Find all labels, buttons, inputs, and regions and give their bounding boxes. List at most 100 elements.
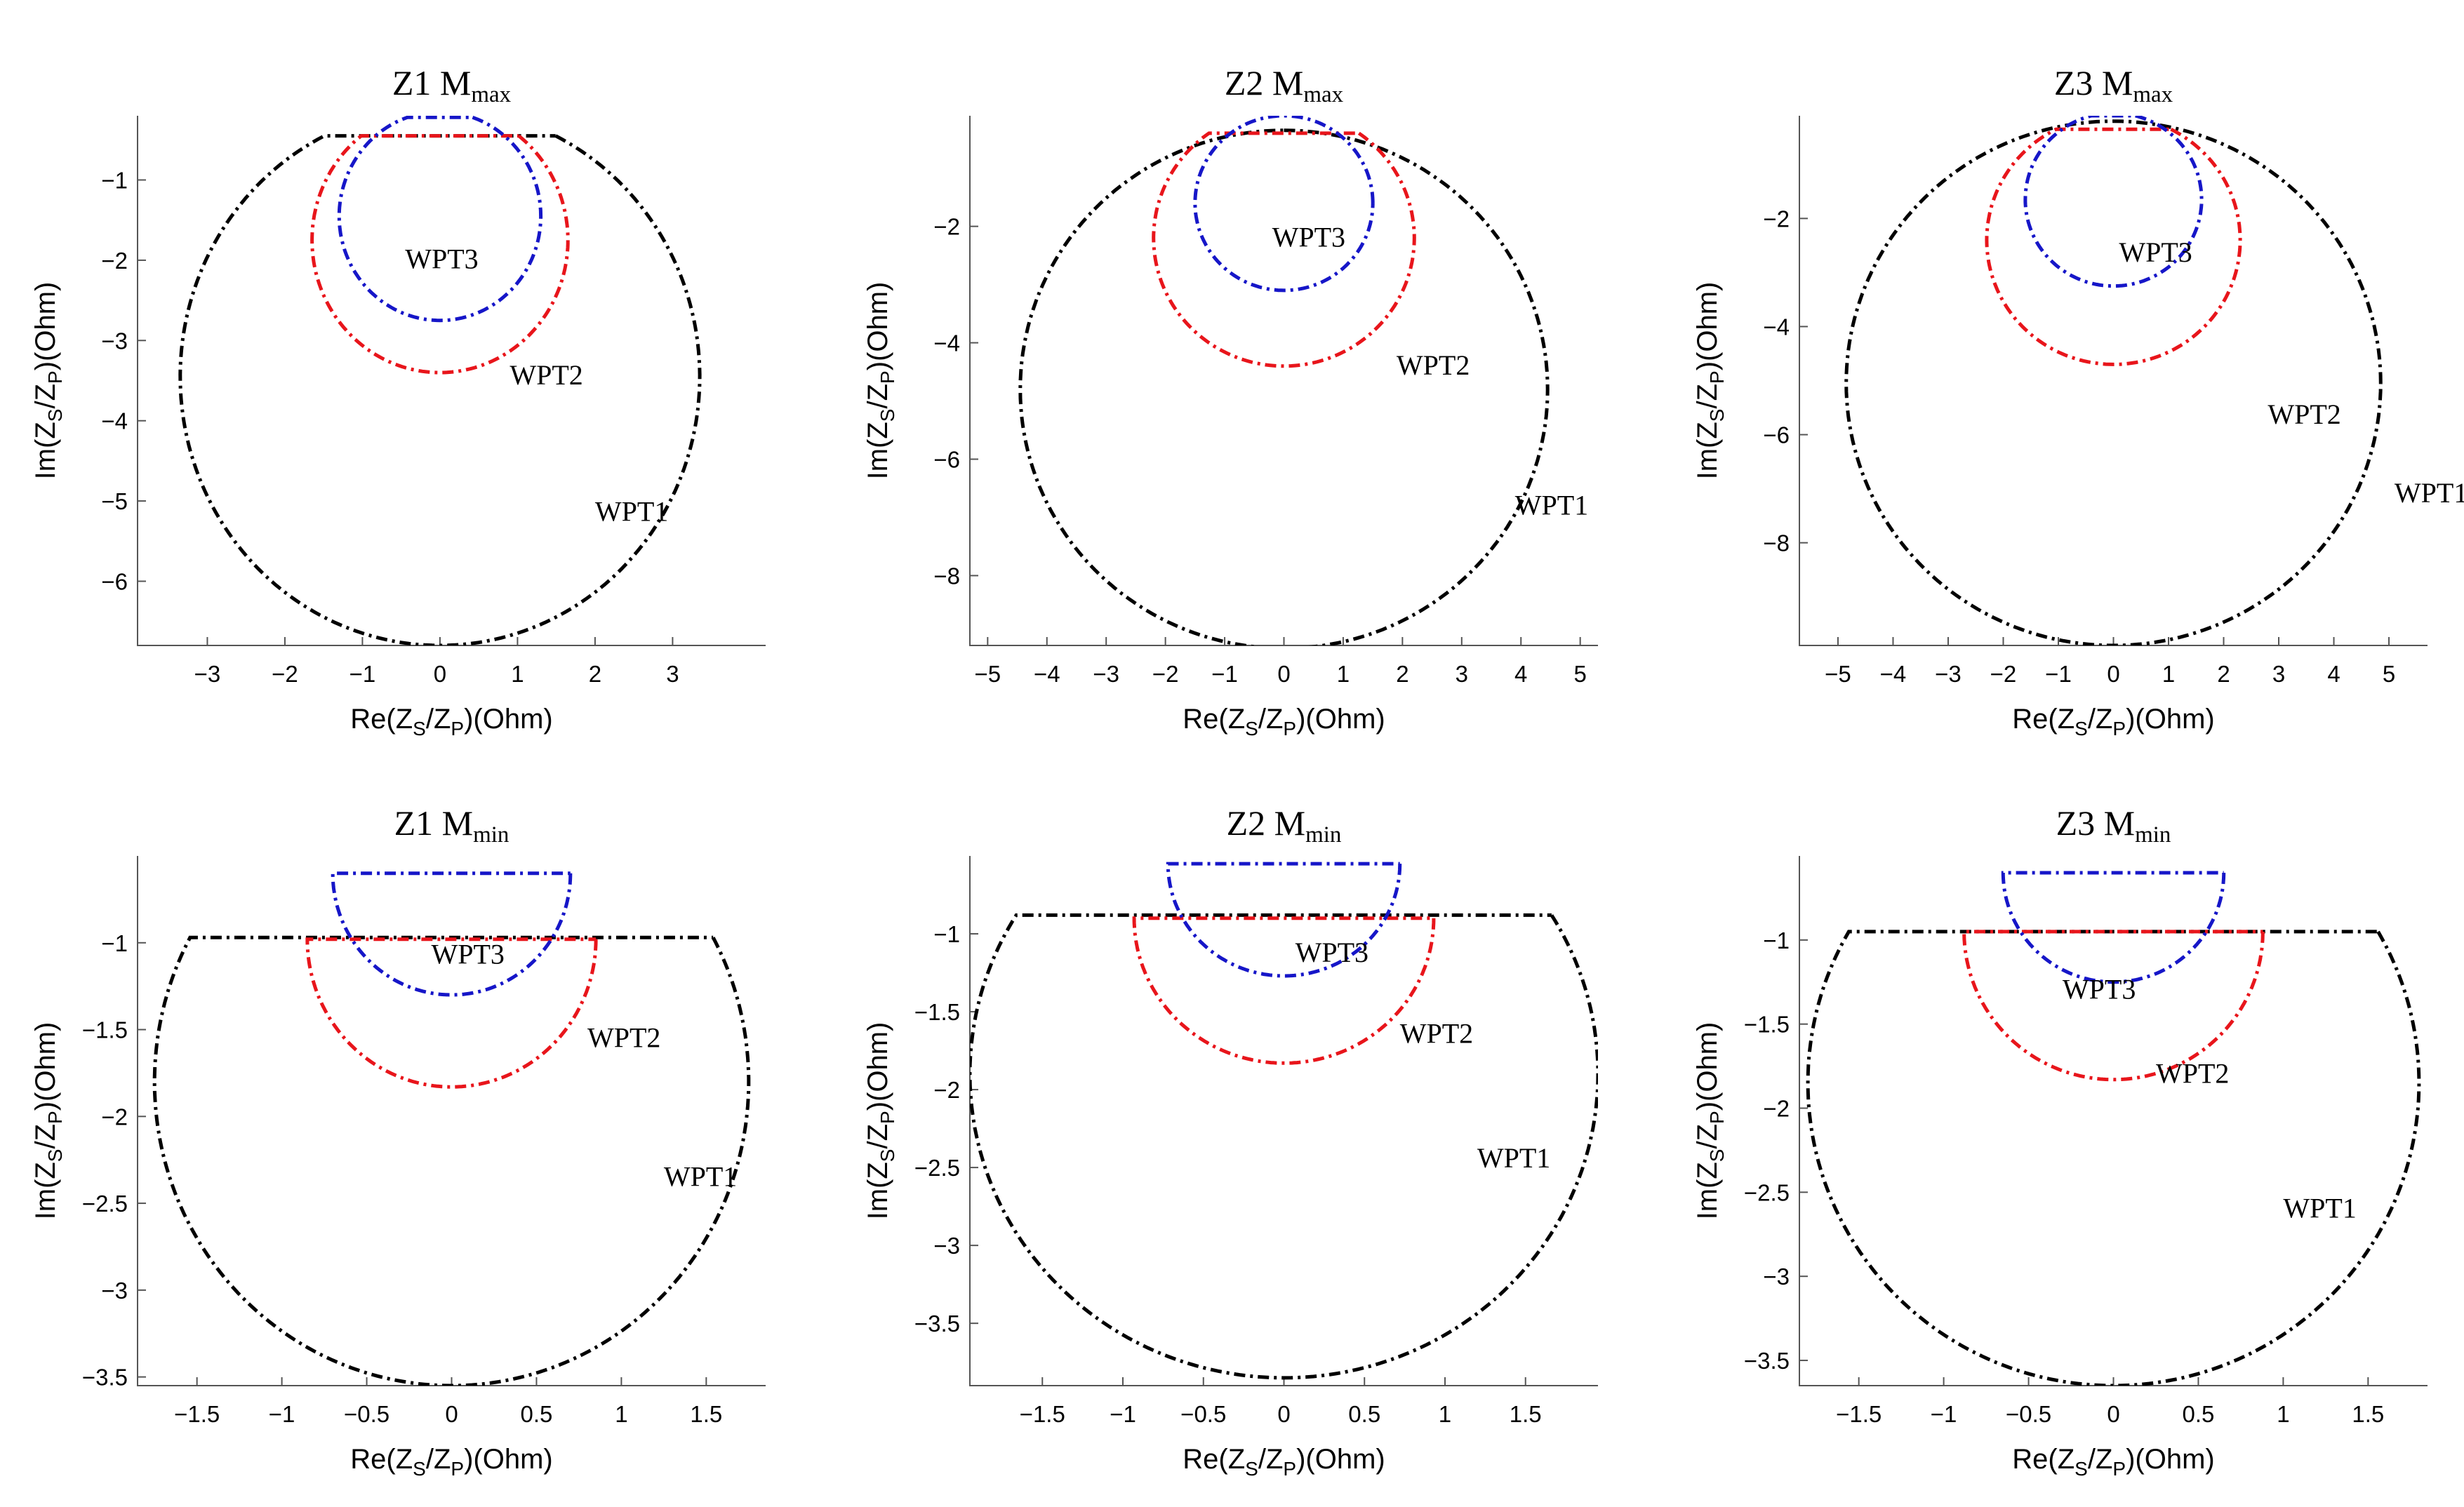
- panel-title: Z1 Mmax: [392, 63, 512, 107]
- series-curve-wpt1: [178, 134, 702, 645]
- y-tick-label: −1: [101, 930, 128, 956]
- x-tick-label: 0: [1277, 661, 1290, 687]
- x-tick-label: 2: [2217, 661, 2230, 687]
- y-tick-label: −6: [1763, 422, 1790, 448]
- x-tick-label: −3: [1093, 661, 1119, 687]
- x-axis-label: Re(ZS/ZP)(Ohm): [350, 704, 552, 739]
- y-tick-label: −6: [933, 447, 960, 473]
- series-curve-wpt1: [1844, 119, 2383, 645]
- panel-title: Z3 Mmax: [2054, 63, 2173, 107]
- x-tick-label: −1.5: [1836, 1401, 1882, 1427]
- x-tick-label: 4: [1514, 661, 1527, 687]
- y-tick-label: −8: [933, 563, 960, 589]
- panel-Z3-Mmax: −5 −4 −3 −2 −1 0 1 2 3 4 5 −8 −6 −4 −2 Z3 Mmax Re(ZS/ZP)…: [1692, 63, 2464, 739]
- y-tick-label: −3: [933, 1233, 960, 1259]
- y-tick-label: −4: [1763, 314, 1790, 340]
- x-tick-label: 1: [2277, 1401, 2289, 1427]
- curve-label-wpt3: WPT3: [431, 938, 504, 970]
- x-tick-label: −2: [1152, 661, 1179, 687]
- y-tick-label: −1: [101, 168, 128, 194]
- curve-label-wpt3: WPT3: [2063, 974, 2136, 1005]
- curve-label-wpt1: WPT1: [2395, 477, 2464, 509]
- series-curve-wpt1: [1018, 128, 1550, 645]
- curve-label-wpt3: WPT3: [1272, 222, 1345, 253]
- x-axis-label: Re(ZS/ZP)(Ohm): [1183, 704, 1385, 739]
- y-tick-label: −1: [1763, 927, 1790, 953]
- curve-label-wpt2: WPT2: [1400, 1017, 1473, 1049]
- y-axis-label: Im(ZS/ZP)(Ohm): [1692, 1022, 1728, 1220]
- x-tick-label: 5: [2383, 661, 2395, 687]
- x-tick-label: 1: [511, 661, 524, 687]
- y-tick-label: −8: [1763, 530, 1790, 556]
- y-tick-label: −2.5: [82, 1191, 128, 1217]
- series-curve-wpt2: [1152, 131, 1416, 368]
- y-tick-label: −3.5: [914, 1311, 960, 1337]
- y-tick-label: −1.5: [1744, 1012, 1790, 1038]
- x-tick-label: −5: [1825, 661, 1851, 687]
- curve-label-wpt3: WPT3: [405, 243, 478, 274]
- curve-label-wpt1: WPT1: [2283, 1192, 2356, 1224]
- series-curve-wpt1: [1806, 930, 2421, 1386]
- x-tick-label: 0: [1277, 1401, 1290, 1427]
- x-tick-label: 0.5: [521, 1401, 553, 1427]
- y-tick-label: −1.5: [82, 1017, 128, 1043]
- curve-label-wpt2: WPT2: [587, 1022, 660, 1053]
- series-curve-wpt2: [310, 134, 570, 375]
- series-curve-wpt2: [1985, 127, 2242, 366]
- x-tick-label: −1: [2045, 661, 2072, 687]
- x-tick-label: 0: [2107, 1401, 2119, 1427]
- series-curve-wpt3: [2023, 116, 2204, 288]
- series-curve-wpt1: [152, 935, 751, 1386]
- panel-Z1-Mmin: −1.5 −1 −0.5 0 0.5 1 1.5 −3.5 −3 −2.5 −2 −1.5 −1 Z1 M…: [30, 803, 766, 1480]
- x-tick-label: 0: [445, 1401, 458, 1427]
- series-curve-wpt3: [2001, 871, 2226, 984]
- y-tick-label: −3: [101, 328, 128, 354]
- curve-label-wpt2: WPT2: [1397, 349, 1470, 381]
- x-tick-label: −1: [1110, 1401, 1136, 1427]
- x-tick-label: −2: [1990, 661, 2017, 687]
- series-curve-wpt2: [1962, 930, 2265, 1082]
- x-tick-label: −3: [1935, 661, 1962, 687]
- x-tick-label: 5: [1573, 661, 1586, 687]
- y-tick-label: −2: [933, 1077, 960, 1103]
- x-axis-label: Re(ZS/ZP)(Ohm): [1183, 1444, 1385, 1480]
- y-axis-label: Im(ZS/ZP)(Ohm): [30, 1022, 66, 1220]
- x-tick-label: 0: [2107, 661, 2119, 687]
- x-tick-label: −3: [194, 661, 221, 687]
- series-curve-wpt3: [331, 871, 573, 997]
- y-tick-label: −6: [101, 568, 128, 594]
- x-tick-label: 1.5: [690, 1401, 722, 1427]
- x-tick-label: 4: [2327, 661, 2340, 687]
- axes: [1799, 856, 2428, 1386]
- curve-label-wpt1: WPT1: [1477, 1142, 1550, 1174]
- panel-Z3-Mmin: −1.5 −1 −0.5 0 0.5 1 1.5 −3.5 −3 −2.5 −2 −1.5 −1 Z3 M…: [1692, 803, 2428, 1480]
- x-tick-label: −0.5: [2006, 1401, 2051, 1427]
- x-tick-label: −0.5: [344, 1401, 389, 1427]
- y-tick-label: −1.5: [914, 999, 960, 1025]
- x-tick-label: 1.5: [1510, 1401, 1542, 1427]
- y-tick-label: −2.5: [1744, 1179, 1790, 1205]
- y-tick-label: −3.5: [1744, 1348, 1790, 1374]
- panel-Z2-Mmax: −5 −4 −3 −2 −1 0 1 2 3 4 5 −8 −6 −4 −2 Z2 Mmax Re(ZS/ZP)…: [863, 63, 1598, 739]
- y-tick-label: −3: [1763, 1264, 1790, 1290]
- axes: [969, 856, 1598, 1386]
- x-tick-label: 3: [2272, 661, 2285, 687]
- y-tick-label: −2: [1763, 1096, 1790, 1122]
- axes: [1799, 116, 2428, 646]
- y-axis-label: Im(ZS/ZP)(Ohm): [30, 282, 66, 480]
- y-tick-label: −2.5: [914, 1155, 960, 1181]
- series-curve-wpt3: [337, 116, 543, 323]
- y-tick-label: −2: [933, 214, 960, 240]
- x-tick-label: −2: [272, 661, 298, 687]
- y-tick-label: −1: [933, 921, 960, 947]
- y-tick-label: −5: [101, 488, 128, 514]
- x-tick-label: −4: [1034, 661, 1060, 687]
- curve-label-wpt1: WPT1: [664, 1160, 737, 1192]
- x-tick-label: 1: [615, 1401, 627, 1427]
- curve-label-wpt3: WPT3: [2119, 236, 2192, 268]
- series-curve-wpt2: [305, 937, 598, 1089]
- x-tick-label: 1.5: [2352, 1401, 2384, 1427]
- y-tick-label: −3: [101, 1278, 128, 1304]
- x-tick-label: −1: [269, 1401, 295, 1427]
